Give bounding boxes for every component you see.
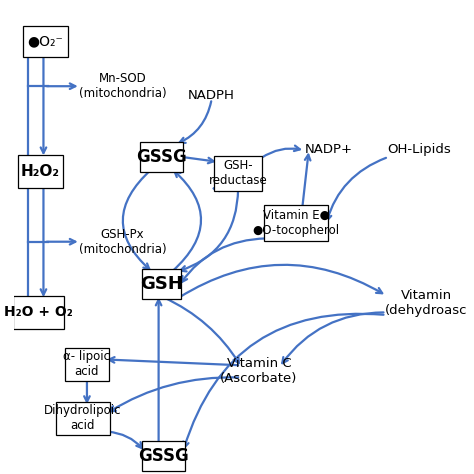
Text: Mn-SOD
(mitochondria): Mn-SOD (mitochondria) [79, 72, 166, 100]
Text: GSH: GSH [140, 275, 183, 293]
FancyBboxPatch shape [56, 402, 109, 435]
FancyBboxPatch shape [142, 269, 181, 300]
Text: GSSG: GSSG [136, 148, 187, 166]
Text: H₂O₂: H₂O₂ [21, 164, 60, 179]
FancyBboxPatch shape [65, 348, 109, 381]
Text: Vitamin E●
●O-tocopherol: Vitamin E● ●O-tocopherol [253, 209, 340, 237]
FancyBboxPatch shape [13, 296, 64, 329]
Text: GSH-Px
(mitochondria): GSH-Px (mitochondria) [79, 228, 166, 255]
Text: ●O₂⁻: ●O₂⁻ [27, 35, 64, 48]
Text: GSSG: GSSG [138, 447, 189, 465]
Text: α- lipoic
acid: α- lipoic acid [64, 350, 110, 378]
FancyBboxPatch shape [140, 142, 183, 172]
FancyBboxPatch shape [23, 26, 68, 57]
Text: Vitamin C
(Ascorbate): Vitamin C (Ascorbate) [220, 357, 298, 385]
Text: OH-Lipids: OH-Lipids [387, 143, 451, 156]
Text: Vitamin
(dehydroasc: Vitamin (dehydroasc [385, 289, 468, 317]
Text: Dihydrolipoic
acid: Dihydrolipoic acid [44, 404, 121, 432]
FancyBboxPatch shape [264, 205, 328, 240]
Text: GSH-
reductase: GSH- reductase [209, 159, 267, 187]
Text: NADPH: NADPH [188, 89, 235, 102]
Text: NADP+: NADP+ [304, 143, 352, 156]
FancyBboxPatch shape [142, 441, 185, 472]
FancyBboxPatch shape [18, 155, 64, 188]
FancyBboxPatch shape [214, 156, 262, 191]
Text: H₂O + O₂: H₂O + O₂ [4, 305, 73, 319]
